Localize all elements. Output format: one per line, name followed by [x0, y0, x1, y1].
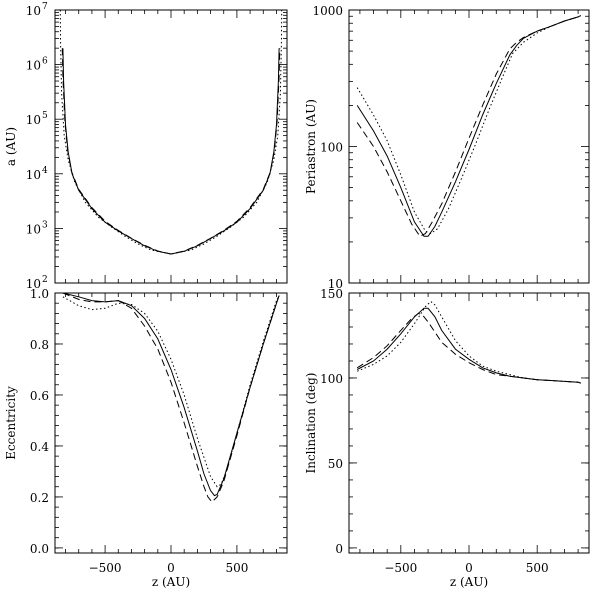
series-solid-line [62, 293, 280, 497]
y-tick-label-base: 10 [26, 4, 41, 18]
x-tick-label: 0 [465, 561, 473, 575]
y-tick-label: 0.2 [30, 491, 49, 505]
panel-periastron: 10 100 1000 Periastron (AU) [304, 4, 590, 291]
axes-frame [54, 292, 288, 554]
series-solid-line [356, 307, 581, 384]
y-tick-label-base: 10 [26, 222, 41, 236]
x-axis-label: z (AU) [450, 575, 488, 589]
series-dotted-line [62, 295, 280, 488]
y-tick-label: 50 [328, 457, 343, 471]
y-tick-label-exponent: 7 [42, 2, 48, 12]
y-tick-label-exponent: 2 [42, 275, 48, 285]
x-tick-label: −500 [89, 561, 122, 575]
y-tick-label: 100 [320, 141, 343, 155]
x-tick-label: −500 [384, 561, 417, 575]
y-tick-label-base: 10 [26, 168, 41, 182]
y-tick-label: 10 [26, 113, 41, 127]
series-dotted-line [357, 300, 581, 384]
y-tick-label-base: 10 [26, 277, 41, 291]
y-tick-label-exponent: 4 [42, 166, 48, 176]
y-tick-label-exponent: 3 [42, 220, 48, 230]
y-tick-label-base: 10 [26, 113, 41, 127]
y-tick-label-exponent: 5 [42, 111, 48, 121]
panel-inclination: −500 0 500 0 50 100 150 Inclination (deg) z (AU) [304, 287, 590, 589]
axes-frame [348, 9, 590, 284]
y-tick-label: 0.0 [30, 542, 49, 556]
x-axis-label: z (AU) [152, 575, 190, 589]
axes-frame [348, 292, 590, 554]
y-tick-label: 0.8 [30, 338, 49, 352]
y-tick-label: 0.4 [30, 440, 49, 454]
series-solid-line [356, 15, 582, 237]
y-tick-label: 100 [320, 372, 343, 386]
y-tick-label: 0 [335, 542, 343, 556]
panel-eccentricity: −500 0 500 0.0 0.2 0.4 0.6 0.8 1.0 Eccentricity z … [4, 287, 288, 589]
series-dashed-line [61, 48, 281, 255]
y-tick-label: 10 [26, 222, 41, 236]
x-tick-label: 500 [526, 561, 549, 575]
axes-frame [54, 9, 288, 284]
y-tick-label: 1.0 [30, 287, 49, 301]
y-tick-label-exponent: 6 [42, 57, 48, 67]
y-axis-label: Inclination (deg) [304, 372, 318, 473]
y-axis-label: Periastron (AU) [304, 99, 318, 194]
y-tick-label: 10 [26, 168, 41, 182]
y-tick-label: 10 [26, 4, 41, 18]
series-dotted-line [356, 15, 582, 235]
y-axis-label: Eccentricity [4, 386, 18, 460]
series-dotted-line [59, 10, 283, 255]
y-tick-label: 10 [26, 277, 41, 291]
series-dashed-line [356, 312, 581, 384]
x-tick-label: 500 [225, 561, 248, 575]
y-tick-label: 1000 [312, 4, 343, 18]
series-dashed-line [62, 293, 280, 503]
y-tick-label: 10 [26, 59, 41, 73]
series-solid-line [62, 48, 280, 255]
y-tick-label: 10 [328, 277, 343, 291]
series-dashed-line [356, 15, 582, 237]
y-tick-label: 0.6 [30, 389, 49, 403]
y-axis-label: a (AU) [4, 127, 18, 166]
x-tick-label: 0 [167, 561, 175, 575]
y-tick-label-base: 10 [26, 59, 41, 73]
y-tick-label: 150 [320, 287, 343, 301]
